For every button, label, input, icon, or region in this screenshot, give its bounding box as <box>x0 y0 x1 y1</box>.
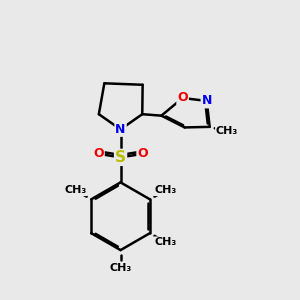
Text: CH₃: CH₃ <box>154 185 176 196</box>
Text: N: N <box>116 123 126 136</box>
Text: N: N <box>202 94 212 107</box>
Text: O: O <box>93 147 104 160</box>
Text: O: O <box>137 147 148 160</box>
Text: O: O <box>177 92 188 104</box>
Text: S: S <box>115 150 126 165</box>
Text: CH₃: CH₃ <box>154 237 176 247</box>
Text: CH₃: CH₃ <box>65 185 87 196</box>
Text: CH₃: CH₃ <box>216 126 238 136</box>
Text: CH₃: CH₃ <box>110 263 132 273</box>
